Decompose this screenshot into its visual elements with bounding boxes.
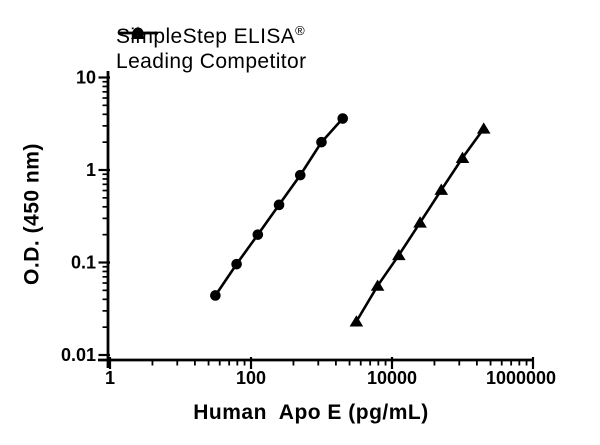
y-tick-label: 10	[76, 68, 96, 88]
data-point-marker	[392, 248, 406, 261]
legend-label-simplestep-elisa: SimpleStep ELISA®	[116, 23, 306, 48]
registered-trademark-symbol: ®	[295, 23, 306, 38]
axes: 1 100 10000 1000000 0.01 0.1 1 10	[61, 68, 556, 389]
data-point-marker	[476, 122, 491, 134]
legend: SimpleStep ELISA® Leading Competitor	[116, 24, 306, 74]
data-point-marker	[413, 216, 427, 228]
data-point-marker	[294, 169, 306, 181]
data-point-marker	[370, 279, 385, 291]
data-point-marker	[434, 183, 449, 195]
triangle-marker-icon	[118, 26, 158, 39]
data-point-marker	[210, 290, 221, 301]
y-tick-label: 0.01	[61, 345, 96, 365]
data-point-marker	[316, 136, 327, 148]
y-tick-label: 1	[86, 160, 96, 180]
legend-item-leading-competitor: Leading Competitor	[116, 26, 306, 74]
x-tick-label: 10000	[367, 368, 417, 388]
data-point-marker	[455, 151, 470, 163]
x-axis-title: Human Apo E (pg/mL)	[193, 401, 429, 424]
data-point-marker	[337, 113, 349, 124]
x-tick-label: 1	[105, 368, 115, 388]
data-series	[210, 113, 491, 327]
data-point-marker	[231, 258, 242, 270]
y-tick-label: 0.1	[71, 253, 96, 273]
x-tick-label: 1000000	[486, 368, 556, 388]
data-point-marker	[349, 315, 364, 327]
legend-text: SimpleStep ELISA	[116, 25, 296, 48]
legend-text: Leading Competitor	[116, 50, 307, 73]
data-point-marker	[273, 199, 285, 211]
series-simplestep-elisa	[210, 113, 349, 301]
data-point-marker	[252, 229, 264, 240]
y-axis-title: O.D. (450 nm)	[20, 143, 43, 285]
series-leading-competitor	[349, 122, 491, 327]
x-tick-label: 100	[236, 368, 266, 388]
legend-label-leading-competitor: Leading Competitor	[116, 51, 306, 72]
